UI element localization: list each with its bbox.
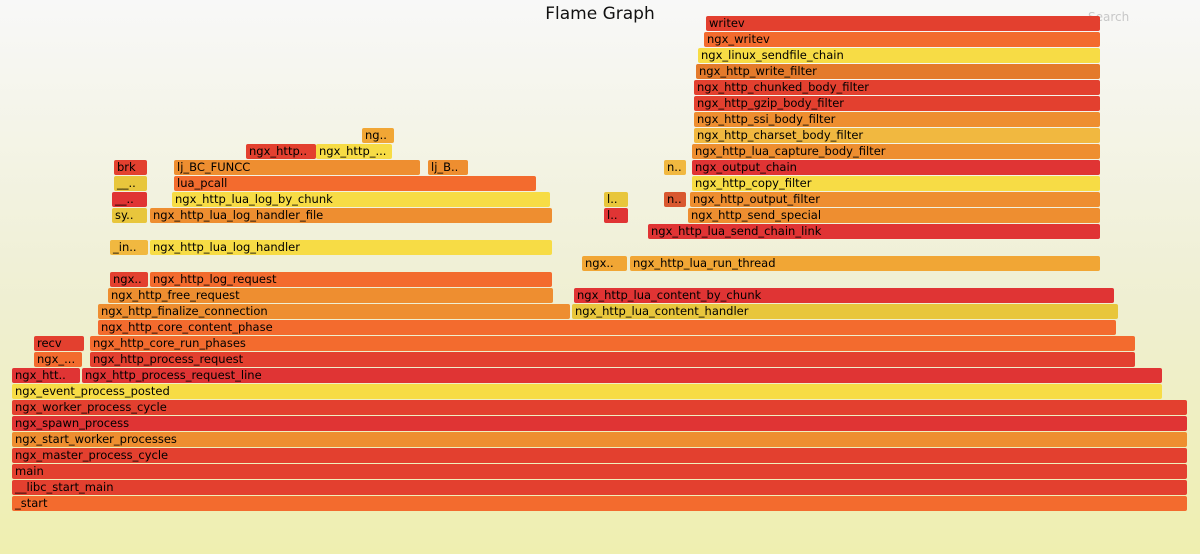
flame-frame[interactable]: ngx_http_lua_log_handler xyxy=(150,240,552,255)
flame-frame[interactable]: sy.. xyxy=(112,208,147,223)
flame-frame[interactable]: ngx.. xyxy=(110,272,148,287)
flame-frame[interactable]: ngx_http_lua_send_chain_link xyxy=(648,224,1100,239)
flame-frame[interactable]: lj_B.. xyxy=(428,160,468,175)
flame-frame[interactable]: ngx_http_process_request xyxy=(90,352,1135,367)
flame-frame[interactable]: __.. xyxy=(114,176,147,191)
flame-frame[interactable]: ngx_http_lua_run_thread xyxy=(630,256,1100,271)
flame-frame[interactable]: lj_BC_FUNCC xyxy=(174,160,420,175)
flame-frame[interactable]: lua_pcall xyxy=(174,176,536,191)
flame-frame[interactable]: ngx_start_worker_processes xyxy=(12,432,1187,447)
flame-frame[interactable]: ngx_writev xyxy=(704,32,1100,47)
flame-frame[interactable]: l.. xyxy=(604,208,628,223)
flame-frame[interactable]: ngx_http_lua_log_handler_file xyxy=(150,208,552,223)
flame-frame[interactable]: ngx_http_output_filter xyxy=(690,192,1100,207)
flame-frame[interactable]: ngx_http_... xyxy=(316,144,392,159)
flame-frame[interactable]: ngx_http_finalize_connection xyxy=(98,304,570,319)
flame-frame[interactable]: ngx_http_copy_filter xyxy=(692,176,1100,191)
flame-frame[interactable]: ngx_spawn_process xyxy=(12,416,1187,431)
flame-frame[interactable]: ngx_http_process_request_line xyxy=(82,368,1162,383)
flame-frame[interactable]: ngx_... xyxy=(34,352,82,367)
flame-frame[interactable]: brk xyxy=(114,160,147,175)
flame-frame[interactable]: l.. xyxy=(604,192,628,207)
flame-frame[interactable]: ngx.. xyxy=(582,256,627,271)
flame-frame[interactable]: ngx_htt.. xyxy=(12,368,80,383)
flame-frame[interactable]: ngx_http_charset_body_filter xyxy=(694,128,1100,143)
flame-frame[interactable]: ngx_http_write_filter xyxy=(696,64,1100,79)
flame-frame[interactable]: ngx_http_core_run_phases xyxy=(90,336,1135,351)
flame-frame[interactable]: ngx_output_chain xyxy=(692,160,1100,175)
flame-frame[interactable]: __libc_start_main xyxy=(12,480,1187,495)
flame-frame[interactable]: _in.. xyxy=(110,240,148,255)
flame-frame[interactable]: main xyxy=(12,464,1187,479)
flame-frame[interactable]: ngx_worker_process_cycle xyxy=(12,400,1187,415)
flame-frame[interactable]: n.. xyxy=(664,160,686,175)
flame-frame[interactable]: ngx_http_free_request xyxy=(108,288,553,303)
page-title: Flame Graph xyxy=(545,4,655,24)
flame-frame[interactable]: n.. xyxy=(664,192,686,207)
flame-frame[interactable]: __.. xyxy=(112,192,147,207)
flame-frame[interactable]: ngx_http_core_content_phase xyxy=(98,320,1116,335)
flame-frame[interactable]: ngx_http_send_special xyxy=(688,208,1100,223)
flame-frame[interactable]: ngx_http_lua_log_by_chunk xyxy=(172,192,550,207)
flame-frame[interactable]: ngx_linux_sendfile_chain xyxy=(698,48,1100,63)
flame-frame[interactable]: _start xyxy=(12,496,1187,511)
flame-frame[interactable]: ngx_http_chunked_body_filter xyxy=(694,80,1100,95)
flame-frame[interactable]: ngx_http_gzip_body_filter xyxy=(694,96,1100,111)
flame-frame[interactable]: ng.. xyxy=(362,128,394,143)
flame-frame[interactable]: ngx_http_ssi_body_filter xyxy=(694,112,1100,127)
flame-frame[interactable]: ngx_master_process_cycle xyxy=(12,448,1187,463)
flame-frame[interactable]: ngx_http_lua_capture_body_filter xyxy=(692,144,1100,159)
flame-frame[interactable]: ngx_http.. xyxy=(246,144,316,159)
flame-frame[interactable]: ngx_http_lua_content_by_chunk xyxy=(574,288,1114,303)
flame-frame[interactable]: ngx_event_process_posted xyxy=(12,384,1162,399)
flame-frame[interactable]: recv xyxy=(34,336,84,351)
flame-frame[interactable]: ngx_http_lua_content_handler xyxy=(572,304,1118,319)
flame-frame[interactable]: ngx_http_log_request xyxy=(150,272,552,287)
flame-frame[interactable]: writev xyxy=(706,16,1100,31)
